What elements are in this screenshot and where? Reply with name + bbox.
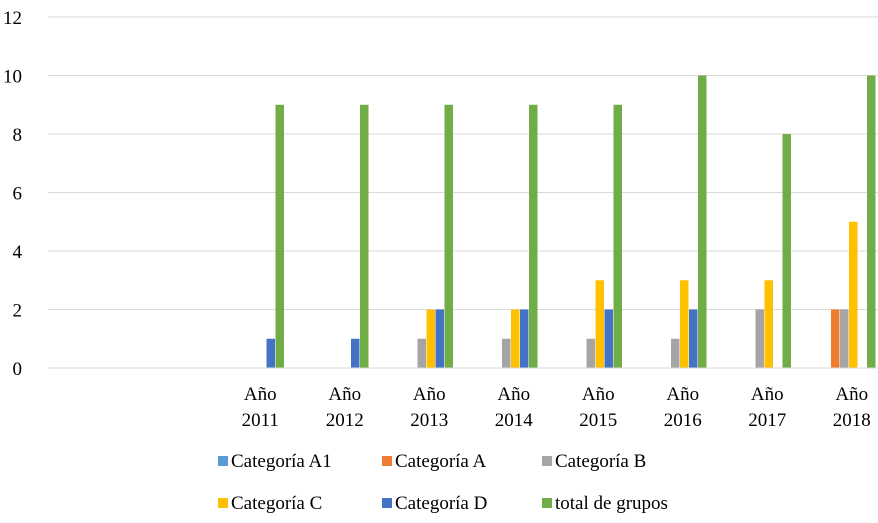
x-category-label: Año bbox=[582, 384, 615, 405]
legend-label: Categoría C bbox=[231, 493, 322, 514]
bar bbox=[502, 338, 511, 368]
x-category-label: 2018 bbox=[833, 410, 871, 431]
bar bbox=[351, 338, 360, 368]
legend-swatch bbox=[542, 456, 552, 466]
bar bbox=[840, 309, 849, 368]
legend-swatch bbox=[542, 498, 552, 508]
bar bbox=[689, 309, 698, 368]
bar bbox=[604, 309, 613, 368]
legend-swatch bbox=[218, 498, 228, 508]
bars bbox=[266, 75, 876, 368]
x-category-label: 2011 bbox=[242, 410, 279, 431]
legend-label: Categoría B bbox=[555, 451, 646, 472]
bar bbox=[266, 338, 275, 368]
bar bbox=[360, 104, 369, 368]
x-category-label: Año bbox=[835, 384, 868, 405]
bar bbox=[520, 309, 529, 368]
x-category-label: Año bbox=[666, 384, 699, 405]
x-category-label: Año bbox=[328, 384, 361, 405]
x-category-label: 2016 bbox=[664, 410, 702, 431]
legend-label: Categoría D bbox=[395, 493, 487, 514]
y-tick-label: 0 bbox=[13, 359, 23, 380]
bar bbox=[698, 75, 707, 368]
bar bbox=[613, 104, 622, 368]
legend-label: Categoría A1 bbox=[231, 451, 332, 472]
y-tick-label: 4 bbox=[13, 242, 23, 263]
y-tick-label: 10 bbox=[3, 67, 22, 88]
bar bbox=[426, 309, 435, 368]
bar bbox=[529, 104, 538, 368]
bar bbox=[849, 221, 858, 368]
gridlines bbox=[48, 16, 878, 310]
bar bbox=[782, 134, 791, 368]
x-category-label: 2013 bbox=[410, 410, 448, 431]
x-category-label: Año bbox=[413, 384, 446, 405]
x-axis-category-labels: Año 2011 Año 2012 Año 2013 Año 2014 Año 2015 Año 20… bbox=[242, 384, 871, 431]
bar bbox=[867, 75, 876, 368]
legend-label: total de grupos bbox=[555, 493, 668, 514]
bar bbox=[417, 338, 426, 368]
bar bbox=[444, 104, 453, 368]
x-category-label: 2014 bbox=[495, 410, 534, 431]
legend-label: Categoría A bbox=[395, 451, 487, 472]
bar bbox=[831, 309, 840, 368]
y-tick-label: 6 bbox=[13, 184, 23, 205]
y-tick-label: 8 bbox=[13, 125, 23, 146]
bar bbox=[680, 280, 689, 368]
bar bbox=[275, 104, 284, 368]
y-axis-tick-labels: 0 2 4 6 8 10 12 bbox=[3, 8, 23, 380]
bar bbox=[586, 338, 595, 368]
legend-swatch bbox=[218, 456, 228, 466]
x-category-label: 2015 bbox=[579, 410, 617, 431]
bar bbox=[755, 309, 764, 368]
x-category-label: Año bbox=[751, 384, 784, 405]
y-tick-label: 2 bbox=[13, 301, 23, 322]
legend-swatch bbox=[382, 456, 392, 466]
bar bbox=[595, 280, 604, 368]
x-category-label: 2017 bbox=[748, 410, 786, 431]
bar bbox=[764, 280, 773, 368]
bar bbox=[671, 338, 680, 368]
legend-swatch bbox=[382, 498, 392, 508]
bar bbox=[511, 309, 520, 368]
legend: Categoría A1 Categoría A Categoría B Catego… bbox=[218, 451, 668, 514]
y-tick-label: 12 bbox=[3, 8, 22, 29]
bar bbox=[435, 309, 444, 368]
x-category-label: Año bbox=[497, 384, 530, 405]
x-category-label: 2012 bbox=[326, 410, 364, 431]
x-category-label: Año bbox=[244, 384, 277, 405]
